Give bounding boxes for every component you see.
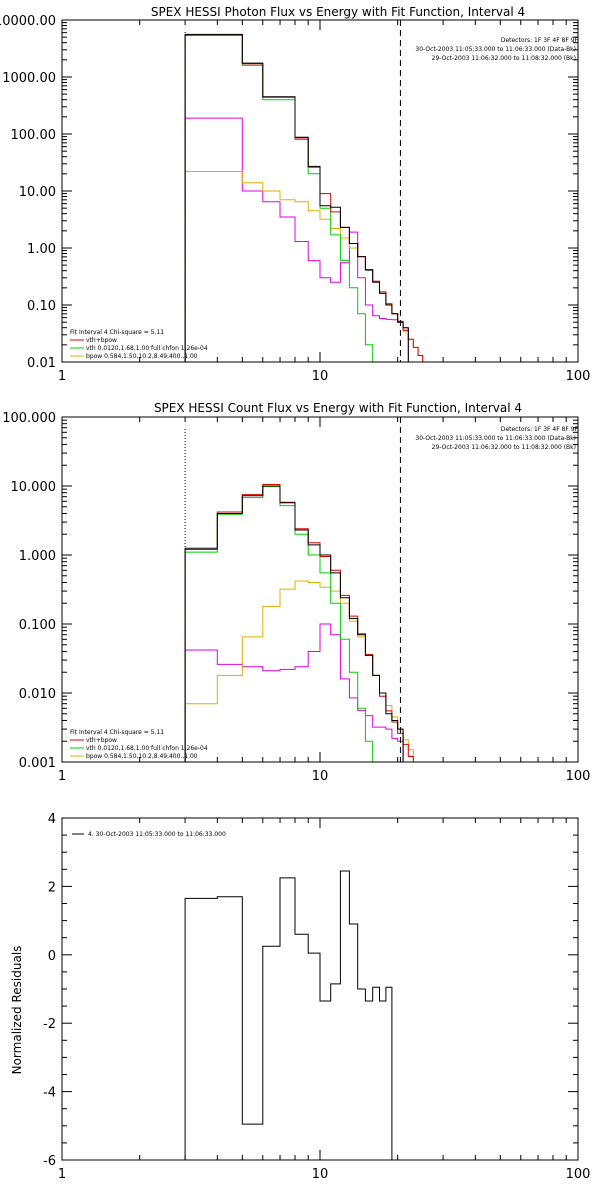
x-tick-label: 100: [566, 369, 591, 384]
residuals-panel: 1 10 100 -6 -4 -2 0 2 4 Normalized Residuals 4. …: [10, 812, 590, 1182]
data-histogram: [184, 33, 409, 362]
y-tick-label: 1000.00: [2, 71, 56, 86]
total-model-histogram: [184, 34, 428, 362]
count-data-interval-label: 30-Oct-2003 11:05:33.000 to 11:06:33.000…: [415, 435, 576, 442]
background-histogram: [184, 117, 409, 362]
photon-data-interval-label: 30-Oct-2003 11:05:33.000 to 11:06:33.000…: [415, 46, 576, 53]
bpow-model-histogram: [184, 171, 428, 362]
count-legend-title: Fit Interval 4 Chi-square = 5.11: [70, 729, 164, 736]
y-tick-label: 10000.00: [0, 14, 56, 29]
vth-model-histogram: [184, 34, 428, 362]
y-tick-label: 10.000: [11, 480, 57, 495]
y-tick-label: 4: [48, 812, 56, 827]
residuals-histogram: [184, 870, 398, 1160]
photon-flux-panel: SPEX HESSI Photon Flux vs Energy with Fi…: [0, 5, 590, 384]
photon-legend-total: vth+bpow: [86, 337, 117, 344]
photon-flux-title: SPEX HESSI Photon Flux vs Energy with Fi…: [151, 5, 525, 19]
axes-frame: [61, 416, 579, 763]
y-tick-label: 10.00: [19, 185, 56, 200]
x-tick-label: 1: [58, 1167, 66, 1182]
count-detectors-label: Detectors: 1F 3F 4F 8F 9F: [501, 426, 579, 433]
x-tick-label: 10: [312, 369, 329, 384]
plot-area: [184, 33, 428, 362]
y-tick-label: -2: [43, 1017, 56, 1032]
y-tick-label: 100.00: [11, 128, 57, 143]
count-legend-vth: vth 0.0120,1.68,1.00 full chfon 1.26e-04: [86, 745, 208, 752]
photon-legend-title: Fit Interval 4 Chi-square = 5.11: [70, 329, 164, 336]
photon-legend-bpow: bpow 0.584,1.50,10.2,8.49,400.,1.00: [86, 353, 198, 360]
y-tick-label: 2: [48, 880, 56, 895]
y-tick-label: 0: [48, 949, 56, 964]
photon-bk-interval-label: 29-Oct-2003 11:06:32.000 to 11:08:32.000…: [432, 55, 576, 62]
x-tick-label: 100: [566, 1167, 591, 1182]
count-bk-interval-label: 29-Oct-2003 11:06:32.000 to 11:08:32.000…: [432, 444, 576, 451]
y-tick-label: -4: [43, 1086, 56, 1101]
y-tick-label: 100.000: [2, 411, 56, 426]
residuals-legend-entry: 4. 30-Oct-2003 11:05:33.000 to 11:06:33.…: [88, 831, 226, 838]
count-legend-bpow: bpow 0.584,1.50,10.2,8.49,400.,1.00: [86, 753, 198, 760]
count-flux-title: SPEX HESSI Count Flux vs Energy with Fit…: [154, 401, 522, 415]
y-tick-label: 1.00: [27, 242, 56, 257]
x-tick-label: 100: [566, 769, 591, 784]
x-tick-label: 1: [58, 369, 66, 384]
x-tick-label: 1: [58, 769, 66, 784]
y-tick-label: 0.10: [27, 299, 56, 314]
count-legend-total: vth+bpow: [86, 737, 117, 744]
x-tick-label: 10: [312, 769, 329, 784]
y-tick-label: 0.001: [19, 756, 56, 771]
residuals-ylabel: Normalized Residuals: [10, 946, 24, 1075]
y-tick-label: 0.01: [27, 356, 56, 371]
y-tick-label: 0.010: [19, 687, 56, 702]
photon-detectors-label: Detectors: 1F 3F 4F 8F 9F: [501, 37, 579, 44]
y-tick-label: 1.000: [19, 549, 56, 564]
plot-area: [184, 484, 436, 762]
photon-legend-vth: vth 0.0120,1.68,1.00 full chfon 1.26e-04: [86, 345, 208, 352]
bpow-model-histogram: [184, 580, 436, 762]
y-tick-label: -6: [43, 1154, 56, 1169]
y-tick-label: 0.100: [19, 618, 56, 633]
count-flux-panel: SPEX HESSI Count Flux vs Energy with Fit…: [2, 401, 590, 784]
plot-area: [184, 870, 398, 1160]
data-histogram: [184, 485, 404, 762]
x-tick-label: 10: [312, 1167, 329, 1182]
